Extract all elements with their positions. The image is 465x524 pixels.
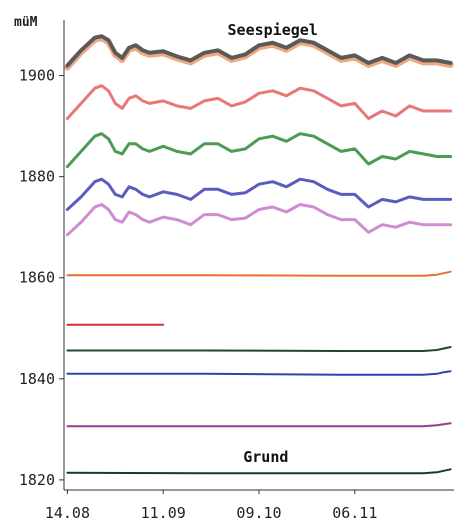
series-line-bottom_grund [66,468,452,475]
annotation-layer: Seespiegel Grund [228,21,318,466]
series-line-depth3 [65,177,453,211]
annotation-label: Seespiegel [228,21,318,39]
series-line-bottom_purple [66,422,452,428]
y-tick-label: 1820 [19,471,55,489]
y-tick-label: 1880 [19,168,55,186]
y-tick-label: 1860 [19,269,55,287]
y-axis-ticks: 1820 1840 1860 1880 1900 [19,67,64,489]
y-axis-unit-label: müM [14,15,38,30]
y-tick-label: 1900 [19,67,55,85]
series-line-depth1 [65,84,453,120]
series-layer [64,34,454,475]
x-tick-label: 11.09 [141,504,186,522]
series-line-bottom_darkgreen [66,346,452,352]
x-tick-label: 14.08 [45,504,90,522]
y-tick-label: 1840 [19,370,55,388]
x-tick-label: 09.10 [236,504,281,522]
series-line-bottom_blue [66,370,452,376]
series-line-seespiegel [65,34,453,68]
series-line-depth4 [65,203,453,237]
x-axis-ticks: 14.08 11.09 09.10 06.11 [45,490,377,522]
series-line-depth2 [65,132,453,169]
x-tick-label: 06.11 [332,504,377,522]
series-line-bottom_orange [66,270,452,277]
annotation-label: Grund [243,448,288,466]
